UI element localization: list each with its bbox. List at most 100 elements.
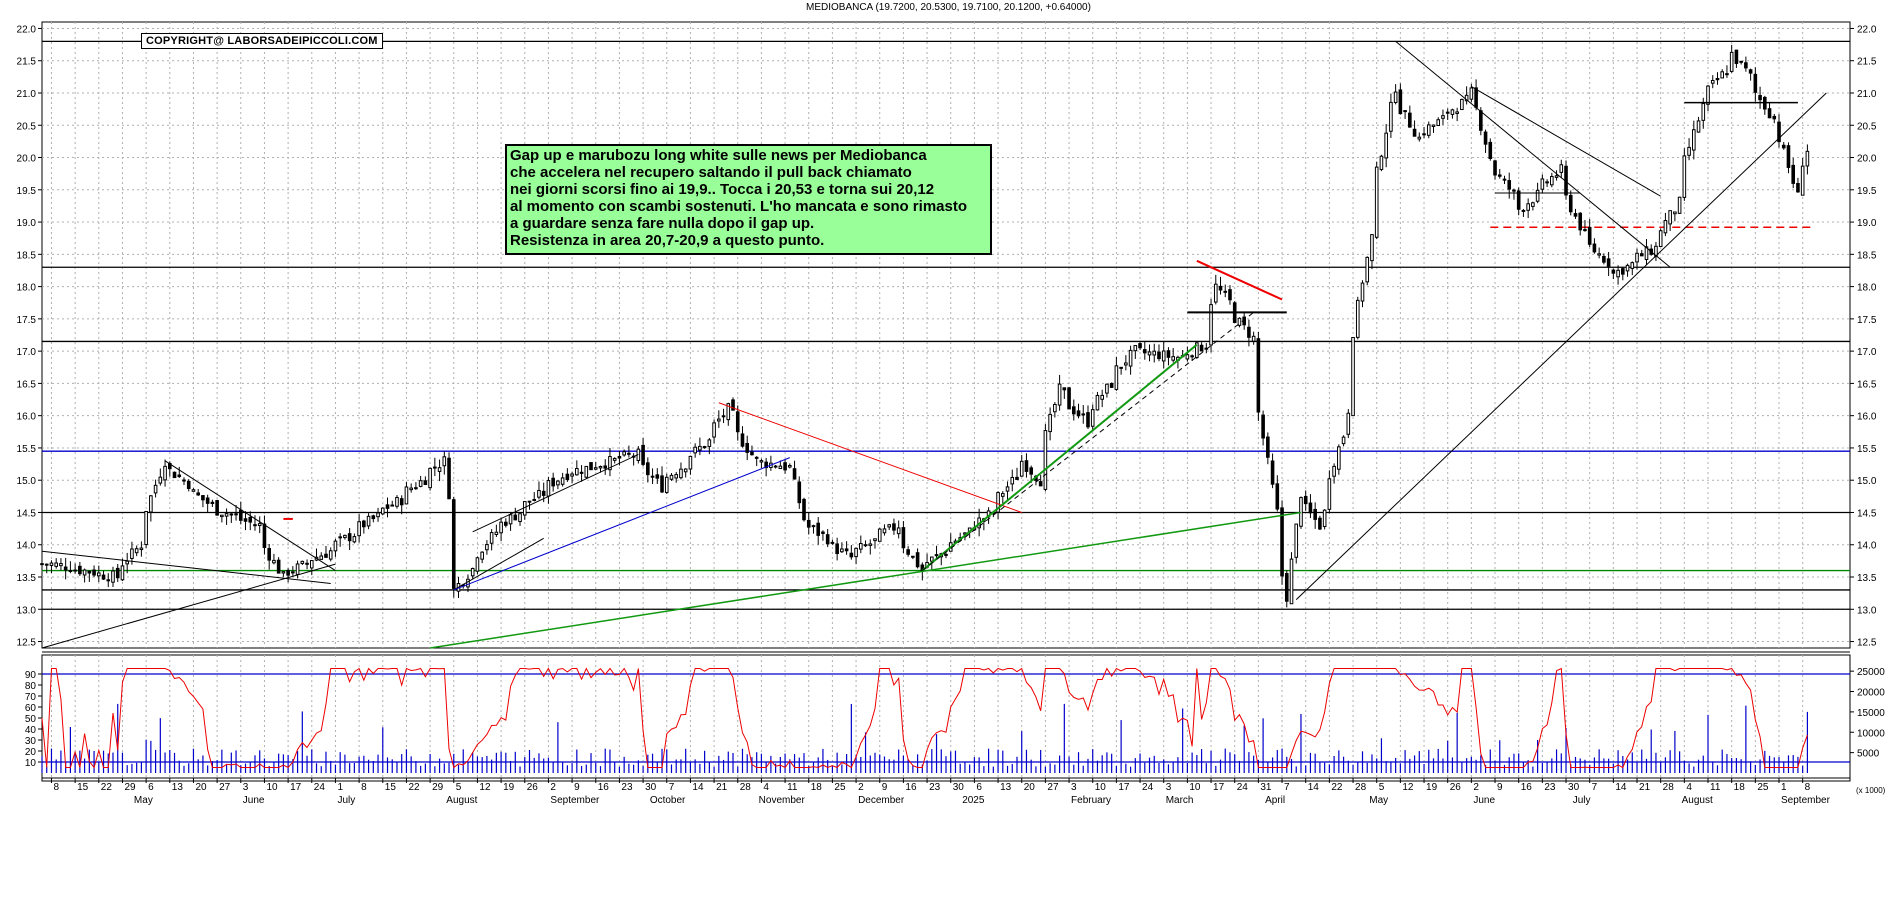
candle-body <box>911 555 915 558</box>
candle-body <box>1374 166 1379 238</box>
candle-body <box>1611 269 1616 274</box>
candle-body <box>139 547 144 551</box>
candle-body <box>1251 335 1256 342</box>
candle-body <box>125 560 129 565</box>
candle-body <box>1095 394 1100 411</box>
candle-body <box>504 521 508 526</box>
x-tick-label: 10 <box>1189 782 1201 793</box>
candle-body <box>1663 220 1668 234</box>
candle-body <box>537 489 541 498</box>
candle-body <box>849 552 854 558</box>
candle-body <box>778 465 783 470</box>
x-tick-label: 29 <box>432 782 444 793</box>
trendline <box>41 550 331 584</box>
x-tick-label: 16 <box>1521 782 1533 793</box>
candle-body <box>518 513 522 523</box>
trendline-blue <box>453 457 790 591</box>
price-y-tick-label: 16.0 <box>1857 412 1877 423</box>
trendline-green <box>921 343 1198 572</box>
candle-body <box>1303 495 1308 505</box>
candle-body <box>196 492 200 496</box>
price-y-tick-label: 17.5 <box>1857 315 1877 326</box>
candle-body <box>944 553 948 556</box>
candle-body <box>1479 110 1483 131</box>
x-month-label: May <box>134 795 153 806</box>
chart-title: MEDIOBANCA (19.7200, 20.5300, 19.7100, 2… <box>806 2 1091 13</box>
x-tick-label: 31 <box>1260 782 1272 793</box>
trendline <box>1395 40 1671 268</box>
candle-body <box>390 504 395 507</box>
oscillator-y-tick-label: 60 <box>25 703 37 714</box>
candle-body <box>1266 436 1270 458</box>
candle-body <box>1152 350 1157 356</box>
trendline-dashed <box>922 312 1254 571</box>
candle-body <box>229 513 234 516</box>
candle-body <box>1758 95 1762 101</box>
candle-body <box>1346 412 1351 435</box>
x-tick-label: 2 <box>1473 782 1479 793</box>
x-tick-label: 30 <box>953 782 965 793</box>
price-y-tick-label-left: 13.5 <box>17 573 37 584</box>
price-y-tick-label: 20.5 <box>1857 121 1877 132</box>
candle-body <box>750 451 754 456</box>
x-tick-label: 3 <box>1071 782 1077 793</box>
candle-body <box>357 521 361 537</box>
candle-body <box>1043 430 1048 490</box>
x-month-label: May <box>1369 795 1388 806</box>
candle-body <box>698 445 702 451</box>
candle-body <box>1639 253 1644 257</box>
candle-body <box>1337 446 1341 470</box>
x-tick-label: 11 <box>787 782 798 793</box>
candle-body <box>1796 183 1800 193</box>
price-y-tick-label-left: 15.0 <box>17 476 37 487</box>
candle-body <box>1677 196 1682 214</box>
candle-body <box>172 471 177 479</box>
candle-body <box>1597 253 1601 256</box>
x-tick-label: 14 <box>1615 782 1627 793</box>
candle-body <box>1431 124 1436 127</box>
price-y-tick-label-left: 20.0 <box>17 154 37 165</box>
x-tick-label: 8 <box>1805 782 1811 793</box>
price-y-tick-label: 13.0 <box>1857 605 1877 616</box>
candle-body <box>721 415 726 418</box>
candle-body <box>1744 62 1748 69</box>
candle-body <box>1171 356 1175 361</box>
candle-body <box>1332 465 1336 477</box>
candle-body <box>1195 342 1199 358</box>
price-panel-frame <box>41 21 1851 649</box>
candle-body <box>1602 255 1606 263</box>
candle-body <box>1199 344 1204 352</box>
candle-body <box>1398 89 1403 115</box>
candle-body <box>1668 210 1672 225</box>
candle-body <box>1086 412 1090 428</box>
price-y-tick-label: 15.5 <box>1857 444 1877 455</box>
x-tick-label: 25 <box>834 782 846 793</box>
price-y-tick-label: 20.0 <box>1857 154 1877 165</box>
candle-body <box>679 468 683 479</box>
volume-y-tick-label: 10000 <box>1857 728 1885 739</box>
oscillator-y-tick-label: 40 <box>25 725 37 736</box>
x-tick-label: 6 <box>148 782 154 793</box>
candle-body <box>328 550 333 560</box>
candle-body <box>1469 87 1474 100</box>
candle-body <box>608 456 612 471</box>
candle-body <box>996 492 1000 513</box>
candle-body <box>1540 178 1545 190</box>
candle-body <box>1090 409 1095 427</box>
candle-body <box>243 518 248 522</box>
candle-body <box>1710 79 1715 84</box>
x-month-label: September <box>1781 795 1831 806</box>
candle-body <box>215 500 219 516</box>
x-tick-label: 23 <box>929 782 941 793</box>
price-y-tick-label-left: 19.5 <box>17 186 37 197</box>
candle-body <box>1256 338 1261 413</box>
candle-body <box>182 479 186 482</box>
candle-body <box>40 563 44 566</box>
x-month-label: December <box>858 795 905 806</box>
x-tick-label: 24 <box>1142 782 1154 793</box>
candle-body <box>759 460 764 463</box>
annotation-box: Gap up e marubozu long white sulle news … <box>505 144 992 255</box>
candle-body <box>1706 85 1710 105</box>
